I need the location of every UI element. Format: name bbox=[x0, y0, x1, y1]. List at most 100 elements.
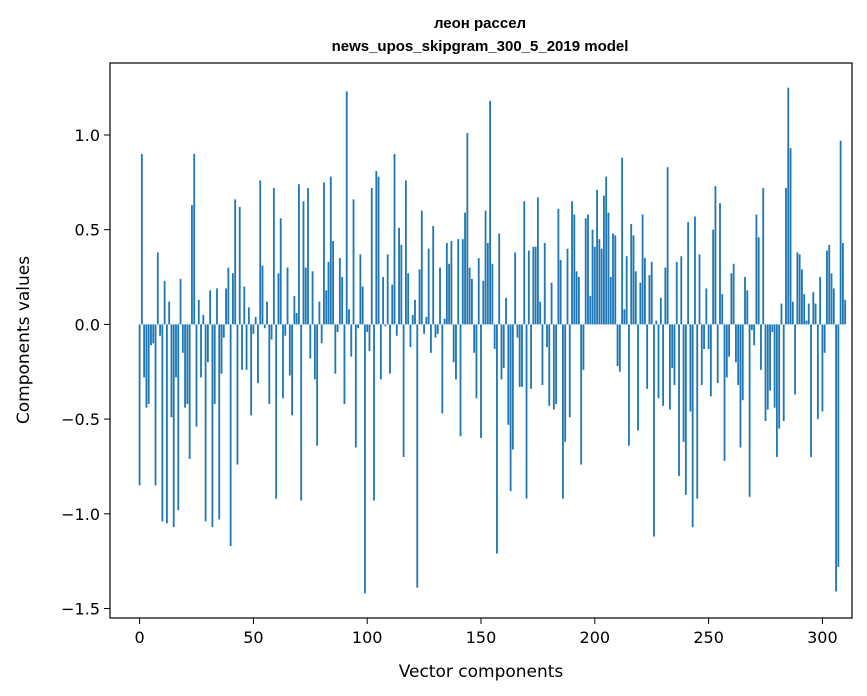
bar bbox=[464, 212, 466, 325]
bar bbox=[534, 246, 537, 325]
bar bbox=[252, 324, 255, 334]
bar bbox=[787, 87, 790, 325]
bar bbox=[389, 324, 391, 374]
bar bbox=[391, 284, 394, 325]
bar bbox=[232, 273, 234, 325]
bar bbox=[434, 324, 437, 338]
bar bbox=[823, 324, 826, 353]
bar bbox=[514, 252, 517, 325]
bar bbox=[753, 324, 756, 346]
bar bbox=[618, 324, 621, 372]
bar bbox=[140, 153, 143, 325]
bar bbox=[179, 278, 182, 325]
bar bbox=[803, 294, 806, 325]
bar bbox=[147, 324, 150, 404]
bar bbox=[436, 324, 439, 334]
bar bbox=[311, 271, 314, 325]
bar bbox=[227, 267, 230, 325]
bar bbox=[634, 271, 637, 325]
x-tick-label: 300 bbox=[807, 628, 838, 647]
bar bbox=[491, 263, 494, 325]
bar bbox=[739, 324, 742, 448]
x-tick-label: 250 bbox=[693, 628, 724, 647]
bar bbox=[432, 225, 435, 325]
bar bbox=[741, 324, 744, 401]
bar bbox=[532, 246, 535, 325]
bar bbox=[268, 324, 271, 404]
bar bbox=[407, 273, 410, 325]
y-tick-label: 1.0 bbox=[75, 126, 100, 145]
bar bbox=[705, 288, 708, 325]
y-axis-label: Components values bbox=[14, 256, 34, 424]
bar bbox=[302, 201, 305, 325]
bar bbox=[181, 324, 184, 353]
bar bbox=[138, 324, 141, 486]
bar bbox=[186, 324, 189, 404]
bar bbox=[801, 269, 803, 325]
bar bbox=[591, 229, 594, 325]
bar bbox=[209, 290, 212, 325]
bar bbox=[778, 324, 781, 429]
bar bbox=[700, 324, 703, 386]
bar bbox=[368, 324, 371, 351]
bar bbox=[154, 324, 157, 486]
bar bbox=[721, 294, 724, 325]
bar bbox=[334, 324, 337, 374]
bar bbox=[600, 248, 603, 325]
bar bbox=[766, 324, 769, 410]
bar bbox=[384, 324, 387, 327]
bar bbox=[557, 208, 560, 325]
bar bbox=[580, 324, 583, 465]
bar bbox=[664, 267, 667, 325]
bar bbox=[696, 324, 699, 499]
bar bbox=[694, 216, 696, 325]
bar bbox=[655, 320, 658, 325]
bar bbox=[530, 324, 532, 389]
bar bbox=[459, 324, 462, 437]
bar bbox=[352, 199, 355, 325]
bar bbox=[744, 277, 746, 325]
bar bbox=[161, 324, 164, 522]
bar bbox=[191, 205, 193, 325]
bar bbox=[327, 261, 330, 325]
bar bbox=[516, 324, 519, 338]
bar bbox=[445, 242, 448, 325]
bar bbox=[284, 324, 287, 336]
bar bbox=[616, 324, 619, 367]
bar bbox=[304, 267, 307, 325]
bar bbox=[225, 288, 227, 325]
bar bbox=[159, 324, 161, 336]
bar bbox=[172, 324, 175, 528]
bar bbox=[468, 267, 471, 325]
bar bbox=[143, 324, 146, 378]
bar bbox=[568, 324, 571, 418]
bar bbox=[821, 324, 824, 412]
bar bbox=[837, 324, 840, 567]
bar bbox=[427, 248, 430, 325]
bar bbox=[293, 295, 296, 325]
bar bbox=[379, 324, 382, 380]
bar bbox=[628, 324, 630, 446]
bar bbox=[361, 286, 364, 325]
bar bbox=[607, 212, 610, 325]
bar bbox=[577, 277, 580, 325]
bar bbox=[216, 288, 218, 325]
bar bbox=[398, 227, 400, 325]
bar bbox=[366, 324, 369, 332]
bar bbox=[282, 324, 284, 399]
bar bbox=[206, 324, 209, 363]
bar bbox=[598, 239, 601, 325]
bar bbox=[826, 250, 828, 325]
bar bbox=[177, 324, 180, 511]
bar bbox=[275, 324, 278, 499]
x-tick-label: 200 bbox=[580, 628, 611, 647]
bar bbox=[621, 157, 624, 325]
bar bbox=[566, 248, 569, 325]
bar bbox=[689, 324, 692, 412]
bar bbox=[832, 288, 835, 325]
bar bbox=[810, 324, 812, 457]
bar bbox=[548, 324, 551, 406]
bar bbox=[254, 316, 257, 325]
bar bbox=[678, 324, 680, 476]
bar bbox=[234, 199, 237, 325]
